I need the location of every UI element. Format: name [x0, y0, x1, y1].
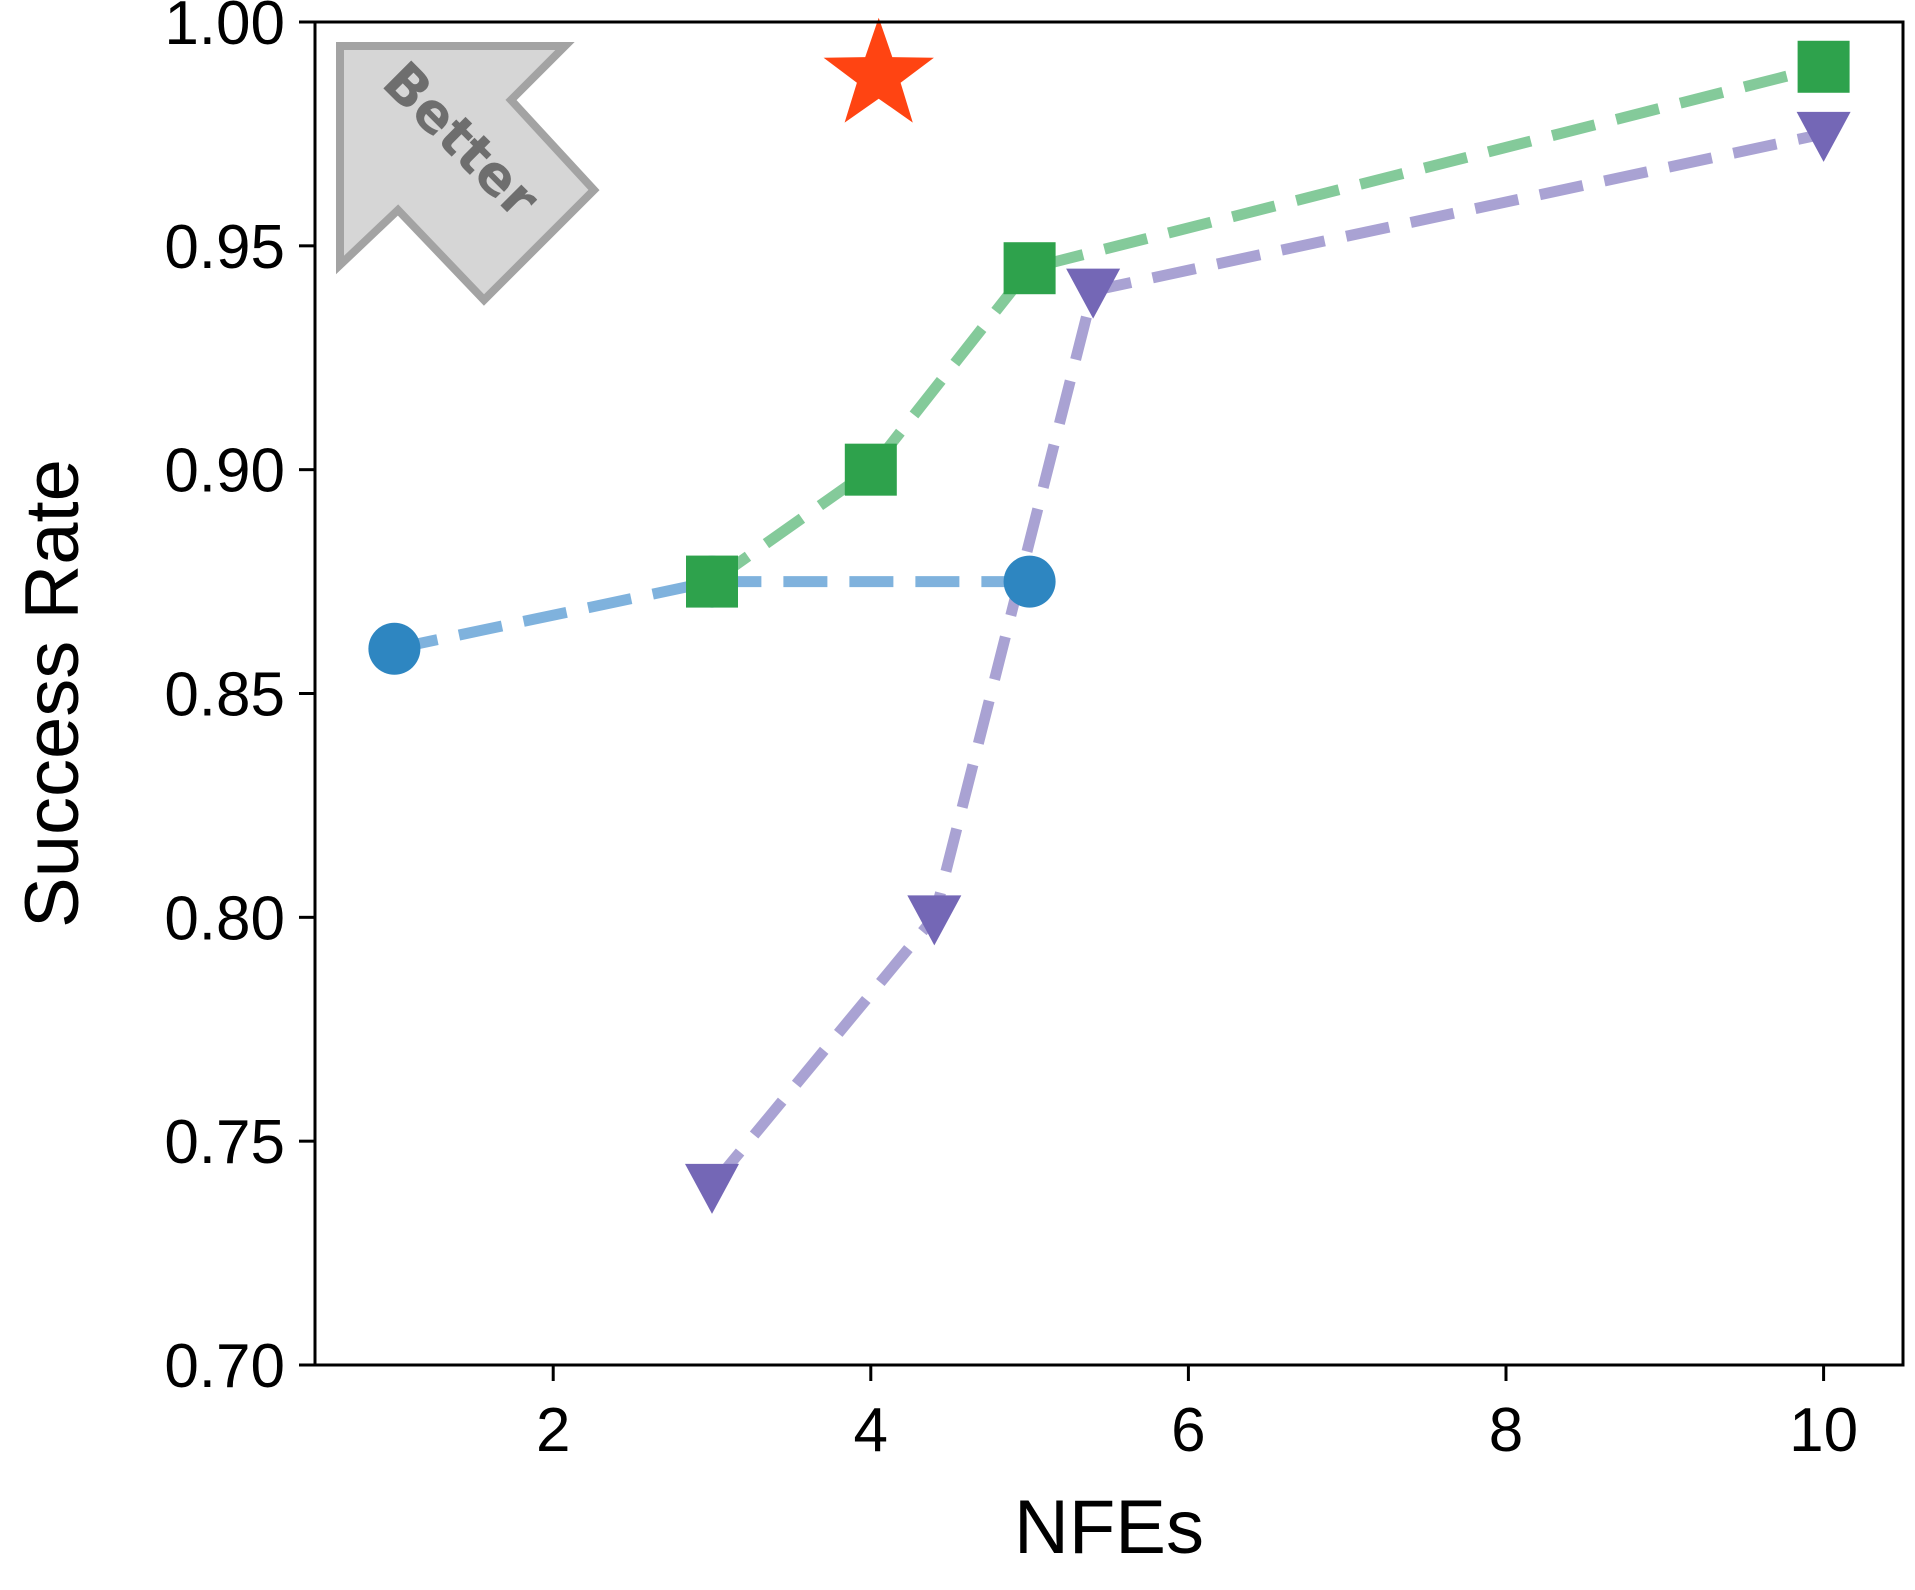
series-lines [393, 61, 1825, 1190]
series-1-point-3 [1797, 40, 1850, 93]
series-1-point-2 [1003, 242, 1056, 295]
series-0-point-0 [368, 622, 421, 675]
x-tick-label: 6 [1171, 1396, 1205, 1465]
x-tick-label: 4 [854, 1396, 888, 1465]
y-tick-label: 0.75 [164, 1108, 285, 1177]
x-tick-label: 10 [1789, 1396, 1858, 1465]
y-tick-label: 0.90 [164, 437, 285, 506]
y-tick-label: 0.95 [164, 213, 285, 282]
x-tick-label: 2 [536, 1396, 570, 1465]
better-annotation: Better [336, 42, 600, 306]
y-tick-label: 0.80 [164, 884, 285, 953]
better-arrow [336, 42, 600, 306]
series-2-line [707, 128, 1825, 1190]
series-markers [368, 17, 1851, 1214]
series-2-point-1 [907, 895, 962, 946]
axes: 2 4 6 8 10 0.70 0.75 0.80 0.85 0.90 0.95 1.00 NFEs Su… [10, 0, 1905, 1570]
series-0-point-2 [1003, 555, 1056, 608]
series-2-point-0 [685, 1163, 739, 1214]
series-2-point-3 [1796, 111, 1851, 162]
x-axis-label: NFEs [1014, 1485, 1204, 1570]
series-1-point-1 [844, 443, 897, 496]
series-0-line [393, 576, 1030, 655]
y-tick-label: 0.85 [164, 661, 285, 730]
x-tick-label: 8 [1489, 1396, 1523, 1465]
series-2-point-2 [1066, 268, 1121, 319]
series-1-line [708, 61, 1825, 587]
series-1-point-0 [686, 555, 738, 608]
y-tick-label: 1.00 [164, 0, 285, 58]
y-tick-label: 0.70 [164, 1332, 285, 1401]
series-3-point-0 [823, 17, 934, 123]
y-axis-label: Success Rate [10, 459, 95, 928]
